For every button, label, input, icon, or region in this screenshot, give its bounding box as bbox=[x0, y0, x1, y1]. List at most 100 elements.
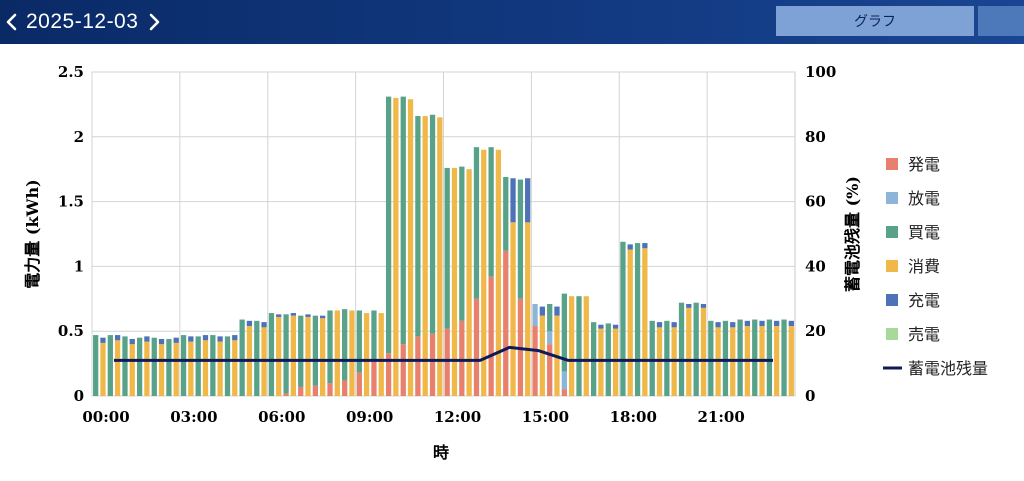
bar-charge bbox=[276, 314, 282, 317]
bar-charge bbox=[129, 338, 135, 345]
bar-generation bbox=[459, 320, 465, 396]
bar-charge bbox=[774, 320, 780, 327]
bar-charge bbox=[730, 322, 736, 328]
legend-discharge-label: 放電 bbox=[908, 189, 940, 208]
bar-charge bbox=[539, 306, 545, 316]
bar-purchase bbox=[488, 147, 494, 277]
bar-purchase bbox=[708, 320, 714, 396]
bar-generation bbox=[473, 298, 480, 396]
bar-consumption bbox=[305, 316, 311, 396]
bar-consumption bbox=[320, 318, 326, 396]
bar-consumption bbox=[334, 310, 340, 396]
y2-tick-label: 100 bbox=[805, 63, 836, 81]
bar-purchase bbox=[722, 320, 729, 396]
bar-charge bbox=[114, 335, 121, 341]
tab-graph[interactable]: グラフ bbox=[776, 6, 974, 36]
bar-consumption bbox=[144, 341, 150, 396]
bar-purchase bbox=[371, 310, 377, 362]
bar-purchase bbox=[283, 314, 289, 394]
bar-consumption bbox=[232, 340, 238, 396]
current-date: 2025-12-03 bbox=[26, 10, 139, 33]
bar-consumption bbox=[627, 249, 633, 396]
bar-generation bbox=[342, 380, 348, 396]
y-tick-label: 0.5 bbox=[58, 322, 84, 340]
bar-purchase bbox=[766, 319, 773, 396]
bar-consumption bbox=[407, 99, 414, 396]
legend-charge-label: 充電 bbox=[908, 291, 940, 310]
bar-purchase bbox=[356, 310, 362, 373]
bar-purchase bbox=[180, 335, 187, 396]
bar-charge bbox=[261, 322, 267, 328]
bar-consumption bbox=[642, 248, 648, 396]
bar-purchase bbox=[342, 309, 348, 381]
bar-consumption bbox=[276, 316, 282, 396]
bar-purchase bbox=[107, 335, 113, 396]
bar-purchase bbox=[678, 302, 685, 396]
bar-generation bbox=[415, 336, 421, 396]
top-bar: 2025-12-03 グラフ bbox=[0, 0, 1024, 44]
x-tick-label: 12:00 bbox=[434, 408, 481, 426]
y2-tick-label: 40 bbox=[805, 257, 826, 275]
bar-consumption bbox=[495, 149, 502, 396]
bar-purchase bbox=[327, 310, 333, 384]
bar-discharge bbox=[532, 303, 538, 327]
bar-purchase bbox=[576, 296, 582, 396]
bar-purchase bbox=[166, 338, 172, 396]
bar-consumption bbox=[481, 149, 487, 396]
x-tick-label: 18:00 bbox=[610, 408, 657, 426]
chevron-left-icon[interactable] bbox=[0, 0, 22, 44]
bar-consumption bbox=[422, 116, 428, 397]
legend-discharge-swatch bbox=[886, 192, 898, 204]
bar-charge bbox=[759, 320, 765, 327]
bar-charge bbox=[612, 324, 619, 329]
bar-generation bbox=[371, 361, 377, 396]
y2-tick-label: 60 bbox=[805, 193, 826, 211]
x-axis-title: 時 bbox=[433, 443, 449, 462]
y-axis-title: 電力量 (kWh) bbox=[23, 179, 42, 288]
bar-generation bbox=[547, 344, 553, 396]
legend-purchase-label: 買電 bbox=[908, 223, 940, 242]
legend-battery-level-label: 蓄電池残量 bbox=[908, 359, 988, 378]
bar-generation bbox=[400, 344, 406, 396]
bar-consumption bbox=[466, 169, 472, 396]
bar-purchase bbox=[561, 293, 567, 372]
bar-purchase bbox=[415, 116, 421, 337]
energy-chart: 0 0.5 1 1.5 2 2.5 0 20 40 60 80 100 00:00 03:00 06:00 0… bbox=[23, 63, 988, 462]
bar-charge bbox=[700, 303, 707, 308]
bar-consumption bbox=[393, 97, 399, 397]
bar-generation bbox=[532, 326, 538, 396]
bar-charge bbox=[246, 320, 253, 327]
bar-consumption bbox=[290, 315, 296, 396]
y-tick-label: 1 bbox=[74, 257, 84, 275]
y-tick-label: 2 bbox=[74, 128, 84, 146]
bar-consumption bbox=[349, 310, 355, 396]
bar-purchase bbox=[664, 320, 670, 396]
legend-sale-swatch bbox=[886, 328, 898, 340]
bar-purchase bbox=[429, 114, 436, 334]
legend-generation-swatch bbox=[886, 158, 898, 170]
y2-tick-label: 20 bbox=[805, 322, 826, 340]
bar-charge bbox=[217, 336, 223, 342]
bar-generation bbox=[503, 250, 509, 396]
bar-purchase bbox=[224, 336, 231, 396]
bar-purchase bbox=[473, 147, 480, 299]
x-tick-label: 15:00 bbox=[522, 408, 569, 426]
chevron-right-icon[interactable] bbox=[144, 0, 166, 44]
bar-purchase bbox=[93, 335, 99, 396]
bar-purchase bbox=[693, 302, 699, 396]
tab-secondary[interactable] bbox=[978, 6, 1024, 36]
bar-charge bbox=[788, 320, 794, 327]
bar-purchase bbox=[298, 315, 304, 387]
bar-charge bbox=[656, 322, 663, 328]
bar-charge bbox=[554, 306, 560, 316]
bar-charge bbox=[671, 322, 677, 328]
bar-purchase bbox=[239, 319, 245, 396]
bar-purchase bbox=[752, 319, 758, 396]
bar-charge bbox=[173, 337, 179, 343]
bar-purchase bbox=[151, 337, 157, 396]
bar-consumption bbox=[100, 342, 106, 396]
x-tick-label: 21:00 bbox=[697, 408, 744, 426]
bar-charge bbox=[627, 244, 633, 250]
bar-charge bbox=[642, 243, 648, 249]
bar-charge bbox=[144, 336, 150, 342]
